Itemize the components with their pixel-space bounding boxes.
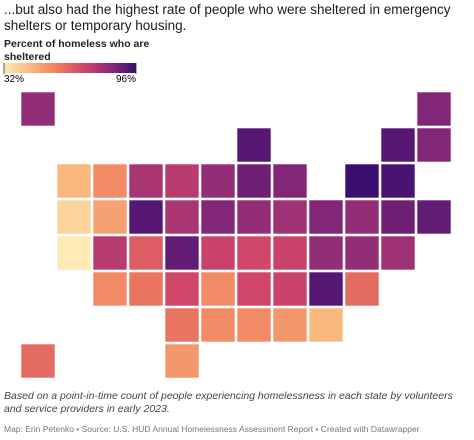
state: [272, 307, 308, 343]
state: [164, 343, 200, 379]
state: [416, 199, 452, 235]
state: [308, 235, 344, 271]
state: [272, 199, 308, 235]
state: [164, 163, 200, 199]
state: [164, 307, 200, 343]
map: [20, 91, 452, 379]
state: [416, 127, 452, 163]
state: [56, 163, 92, 199]
state: [344, 235, 380, 271]
state: [308, 271, 344, 307]
footnote: Based on a point-in-time count of people…: [4, 390, 453, 415]
state: [200, 199, 236, 235]
legend-max-label: 96%: [116, 74, 136, 85]
legend-min-label: 32%: [4, 74, 24, 85]
state: [272, 271, 308, 307]
state: [92, 199, 128, 235]
state: [416, 91, 452, 127]
state: [344, 199, 380, 235]
state: [92, 235, 128, 271]
state: [380, 199, 416, 235]
state: [200, 163, 236, 199]
state: [380, 127, 416, 163]
state: [128, 199, 164, 235]
state: [344, 163, 380, 199]
state: [92, 163, 128, 199]
state: [200, 271, 236, 307]
state: [56, 199, 92, 235]
state: [20, 91, 56, 127]
source: Map: Erin Petenko • Source: U.S. HUD Ann…: [4, 424, 420, 434]
state: [380, 235, 416, 271]
legend-title: Percent of homeless who are sheltered: [4, 38, 150, 63]
state: [92, 271, 128, 307]
state: [344, 271, 380, 307]
state: [272, 163, 308, 199]
state: [200, 235, 236, 271]
state: [236, 235, 272, 271]
state: [236, 271, 272, 307]
state: [380, 163, 416, 199]
state: [308, 307, 344, 343]
state: [308, 199, 344, 235]
state: [236, 199, 272, 235]
state: [236, 307, 272, 343]
state: [56, 235, 92, 271]
state: [128, 235, 164, 271]
state: [272, 235, 308, 271]
state: [236, 163, 272, 199]
legend-gradient: [4, 63, 136, 73]
state: [20, 343, 56, 379]
state: [236, 127, 272, 163]
title: ...but also had the highest rate of peop…: [4, 2, 451, 33]
state: [164, 235, 200, 271]
legend: 32% 96%: [3, 63, 137, 85]
state: [164, 271, 200, 307]
state: [200, 307, 236, 343]
state: [128, 163, 164, 199]
state: [128, 271, 164, 307]
state: [164, 199, 200, 235]
